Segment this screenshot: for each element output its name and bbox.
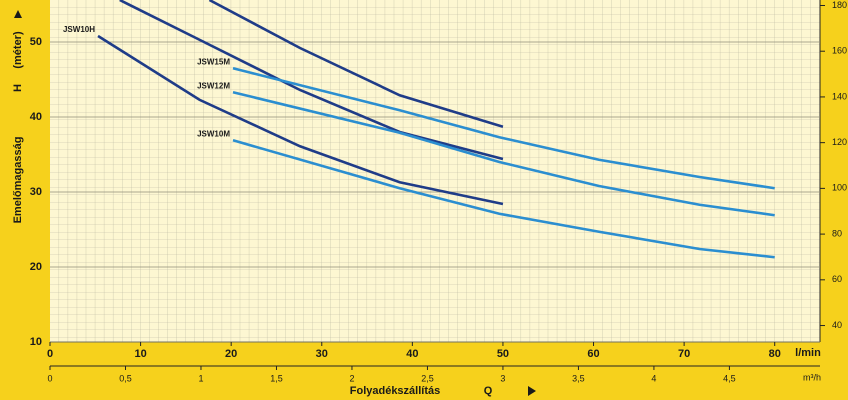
x-tick-label: 30 — [316, 348, 328, 360]
x2-tick-label: 3 — [500, 373, 505, 383]
y2-tick-label: 100 — [832, 183, 847, 193]
y-label-group: Emelőmagasság H (méter) — [12, 10, 24, 223]
x2-tick-label: 2 — [349, 373, 354, 383]
x-label-symbol: Q — [484, 385, 493, 397]
x-tick-label: 50 — [497, 348, 509, 360]
x-tick-label: 80 — [769, 348, 781, 360]
series-label: JSW12M — [197, 81, 230, 90]
y2-tick-label: 80 — [832, 228, 842, 238]
x-tick-label: 20 — [225, 348, 237, 360]
series-label: JSW10M — [197, 129, 230, 138]
y-label: Emelőmagasság — [12, 137, 24, 224]
series-label: JSW10H — [63, 25, 95, 34]
x2-tick-label: 0,5 — [119, 373, 132, 383]
arrow — [14, 10, 22, 18]
y-tick-label: 50 — [30, 36, 42, 48]
x-tick-label: 70 — [678, 348, 690, 360]
x2-tick-label: 2,5 — [421, 373, 434, 383]
x2-tick-label: 1,5 — [270, 373, 283, 383]
x-label: Folyadékszállítás — [350, 385, 441, 397]
x-tick-label: 40 — [406, 348, 418, 360]
fine-grid — [50, 0, 820, 342]
series-line — [97, 34, 504, 206]
x2-tick-label: 4,5 — [723, 373, 736, 383]
x-unit: l/min — [795, 347, 821, 359]
y2-tick-label: 140 — [832, 91, 847, 101]
y-tick-label: 30 — [30, 186, 42, 198]
x2-tick-label: 0 — [47, 373, 52, 383]
y-tick-label: 20 — [30, 261, 42, 273]
y-label-symbol: H — [12, 84, 24, 92]
series-line — [208, 0, 504, 128]
arrow — [528, 386, 536, 396]
y2-tick-label: 40 — [832, 320, 842, 330]
y2-tick-label: 180 — [832, 0, 847, 10]
y-tick-label: 40 — [30, 111, 42, 123]
y-label-unit: (méter) — [12, 31, 24, 69]
x2-unit: m³/h — [803, 372, 821, 382]
x2-tick-label: 1 — [198, 373, 203, 383]
series-line — [119, 0, 504, 161]
x2-tick-label: 4 — [651, 373, 656, 383]
y-tick-label: 10 — [30, 336, 42, 348]
series-line — [232, 139, 775, 259]
series-label: JSW15M — [197, 57, 230, 66]
y2-tick-label: 60 — [832, 274, 842, 284]
x2-tick-label: 3,5 — [572, 373, 585, 383]
series-line — [232, 90, 775, 217]
y2-tick-label: 160 — [832, 46, 847, 56]
series-line — [232, 66, 775, 190]
x-tick-label: 60 — [587, 348, 599, 360]
x-tick-label: 0 — [47, 348, 53, 360]
y2-tick-label: 120 — [832, 137, 847, 147]
x-tick-label: 10 — [134, 348, 146, 360]
